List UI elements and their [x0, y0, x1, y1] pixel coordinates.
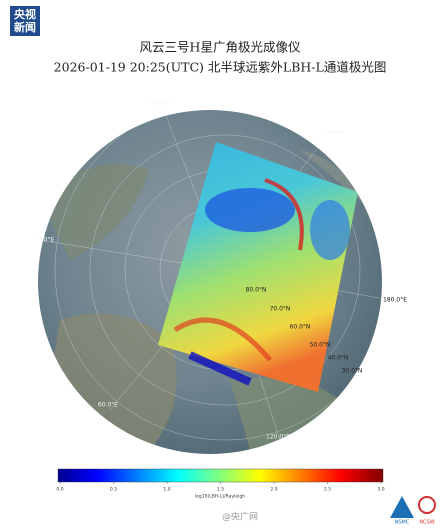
longitude-label: 120.0°E — [266, 434, 290, 441]
colorbar-tick-label: 0.0 — [56, 487, 63, 493]
aurora-swath — [158, 142, 358, 392]
colorbar-label: log10(LBH-L)/Rayleigh — [195, 494, 245, 500]
ncsw-icon — [418, 496, 436, 514]
latitude-label: 50.0°N — [310, 342, 331, 349]
logo-text: 央视 — [14, 7, 36, 21]
colorbar — [57, 468, 384, 483]
subtitle: 2026-01-19 20:25(UTC) 北半球远紫外LBH-L通道极光图 — [54, 60, 387, 75]
nsmc-icon — [390, 496, 414, 518]
colorbar-tick-label: 2.5 — [324, 487, 331, 493]
colorbar-tick-label: 2.0 — [270, 487, 277, 493]
longitude-label: 60.0°E — [150, 101, 170, 108]
colorbar-ticks: 0.0 0.5 1.0 1.5 2.0 2.5 3.0 — [56, 482, 385, 493]
colorbar-tick-label: 0.5 — [110, 487, 117, 493]
latitude-labels: 80.0°N 70.0°N 60.0°N 50.0°N 40.0°N 30.0°N — [246, 287, 363, 375]
watermark: @央广网 — [222, 511, 258, 523]
latitude-label: 80.0°N — [246, 287, 267, 294]
title: 风云三号H星广角极光成像仪 — [140, 40, 301, 55]
latitude-label: 30.0°N — [342, 368, 363, 375]
logo-bg — [10, 6, 40, 36]
logo-left: NSMC — [395, 520, 410, 526]
longitude-label: 0.0°E — [38, 237, 55, 244]
colorbar-tick-label: 3.0 — [377, 487, 384, 493]
latitude-label: 60.0°N — [290, 324, 311, 331]
colorbar-tick-label: 1.5 — [217, 487, 224, 493]
longitude-labels: 60.0°E 120.0°E 0.0°E 180.0°E 60.0°E 120.0°E — [38, 101, 407, 441]
logo-text: 新闻 — [14, 20, 36, 34]
colorbar-tick-label: 1.0 — [163, 487, 170, 493]
latitude-label: 40.0°N — [328, 355, 349, 362]
latitude-label: 70.0°N — [270, 306, 291, 313]
logo-right: NCSW — [419, 520, 434, 526]
longitude-label: 180.0°E — [383, 297, 407, 304]
longitude-label: 60.0°E — [98, 402, 118, 409]
longitude-label: 120.0°E — [321, 130, 345, 137]
